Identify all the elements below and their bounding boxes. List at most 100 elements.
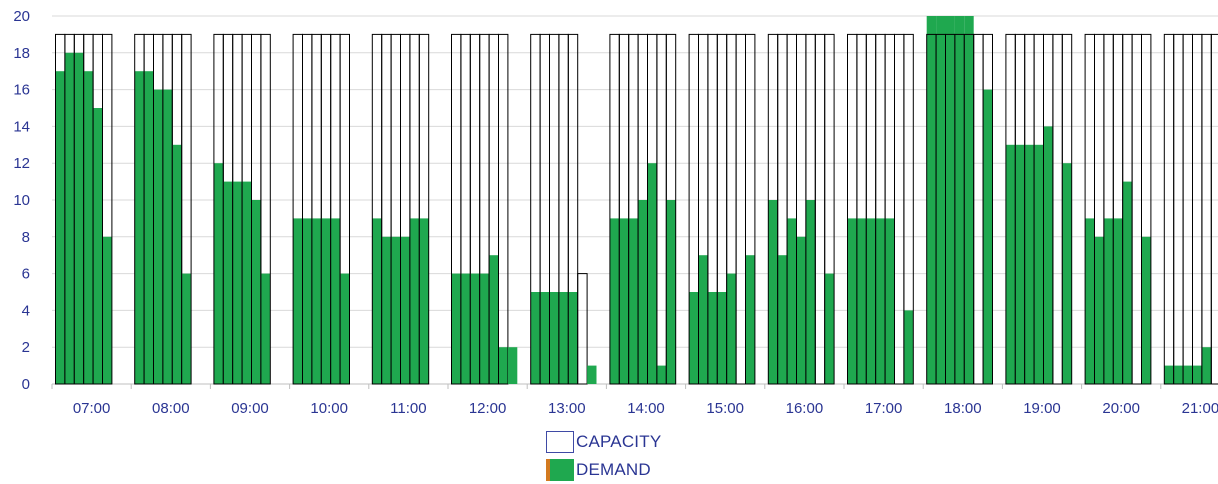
demand-bar bbox=[1123, 182, 1132, 384]
y-tick-label: 0 bbox=[22, 376, 30, 393]
capacity-bar bbox=[1053, 34, 1062, 384]
demand-bar bbox=[857, 218, 866, 384]
x-tick-label: 20:00 bbox=[1102, 400, 1140, 417]
legend-item-capacity: CAPACITY bbox=[546, 428, 661, 456]
y-tick-label: 2 bbox=[22, 339, 30, 356]
demand-bar bbox=[172, 145, 181, 384]
capacity-swatch bbox=[546, 431, 574, 453]
demand-bar bbox=[452, 274, 461, 384]
demand-bar bbox=[84, 71, 93, 384]
demand-bar bbox=[321, 218, 330, 384]
demand-bar bbox=[182, 274, 191, 384]
demand-bar bbox=[699, 255, 708, 384]
y-tick-label: 6 bbox=[22, 266, 30, 283]
legend-label-demand: DEMAND bbox=[576, 460, 651, 480]
demand-bar bbox=[401, 237, 410, 384]
x-tick-label: 21:00 bbox=[1182, 400, 1218, 417]
demand-bar bbox=[312, 218, 321, 384]
demand-bar bbox=[461, 274, 470, 384]
demand-bar bbox=[499, 347, 508, 384]
y-tick-label: 4 bbox=[22, 302, 30, 319]
capacity-bar bbox=[1132, 34, 1141, 384]
capacity-bar bbox=[499, 34, 508, 384]
demand-bar bbox=[657, 366, 666, 384]
demand-bar bbox=[419, 218, 428, 384]
capacity-bar bbox=[1202, 34, 1211, 384]
demand-bar bbox=[787, 218, 796, 384]
demand-bar bbox=[825, 274, 834, 384]
capacity-bar bbox=[1193, 34, 1202, 384]
demand-bar bbox=[1183, 366, 1192, 384]
demand-bar bbox=[848, 218, 857, 384]
x-tick-label: 08:00 bbox=[152, 400, 190, 417]
demand-bar bbox=[587, 366, 596, 384]
demand-bar bbox=[303, 218, 312, 384]
demand-bar bbox=[955, 16, 964, 384]
demand-bar bbox=[1142, 237, 1151, 384]
demand-bar bbox=[746, 255, 755, 384]
demand-bar bbox=[1025, 145, 1034, 384]
y-tick-label: 16 bbox=[13, 82, 30, 99]
demand-bar bbox=[242, 182, 251, 384]
demand-bar bbox=[382, 237, 391, 384]
demand-bar bbox=[904, 310, 913, 384]
demand-swatch bbox=[546, 459, 574, 481]
demand-bar bbox=[1202, 347, 1211, 384]
demand-bar bbox=[1062, 163, 1071, 384]
demand-bar bbox=[610, 218, 619, 384]
demand-bar bbox=[1085, 218, 1094, 384]
x-tick-label: 19:00 bbox=[1023, 400, 1061, 417]
capacity-bar bbox=[974, 34, 983, 384]
demand-bar bbox=[489, 255, 498, 384]
x-tick-label: 09:00 bbox=[231, 400, 269, 417]
demand-bar bbox=[1104, 218, 1113, 384]
demand-bar bbox=[708, 292, 717, 384]
demand-bar bbox=[806, 200, 815, 384]
demand-bar bbox=[223, 182, 232, 384]
demand-bar bbox=[531, 292, 540, 384]
x-tick-label: 11:00 bbox=[390, 400, 426, 417]
x-tick-label: 13:00 bbox=[548, 400, 586, 417]
demand-bar bbox=[135, 71, 144, 384]
capacity-bar bbox=[578, 274, 587, 384]
demand-bar bbox=[1193, 366, 1202, 384]
demand-bar bbox=[876, 218, 885, 384]
demand-bar bbox=[372, 218, 381, 384]
x-tick-label: 12:00 bbox=[469, 400, 507, 417]
demand-bar bbox=[559, 292, 568, 384]
legend-label-capacity: CAPACITY bbox=[576, 432, 661, 452]
demand-bar bbox=[717, 292, 726, 384]
demand-bar bbox=[1164, 366, 1173, 384]
demand-bar bbox=[983, 90, 992, 384]
y-tick-label: 12 bbox=[13, 155, 30, 172]
demand-bar bbox=[727, 274, 736, 384]
demand-bar bbox=[470, 274, 479, 384]
demand-bar bbox=[629, 218, 638, 384]
demand-bar bbox=[103, 237, 112, 384]
demand-bar bbox=[568, 292, 577, 384]
demand-bar bbox=[56, 71, 65, 384]
demand-bar bbox=[214, 163, 223, 384]
demand-bar bbox=[508, 347, 517, 384]
demand-bar bbox=[1034, 145, 1043, 384]
y-tick-label: 14 bbox=[13, 118, 30, 135]
capacity-bar bbox=[1183, 34, 1192, 384]
x-tick-label: 18:00 bbox=[944, 400, 982, 417]
demand-bar bbox=[1044, 126, 1053, 384]
y-tick-label: 10 bbox=[13, 192, 30, 209]
legend: CAPACITY DEMAND bbox=[546, 428, 661, 484]
x-tick-label: 17:00 bbox=[865, 400, 903, 417]
demand-bar bbox=[410, 218, 419, 384]
demand-bar bbox=[666, 200, 675, 384]
y-tick-label: 18 bbox=[13, 45, 30, 62]
demand-bar bbox=[866, 218, 875, 384]
demand-bar bbox=[480, 274, 489, 384]
demand-bar bbox=[550, 292, 559, 384]
capacity-bar bbox=[815, 34, 824, 384]
demand-bar bbox=[261, 274, 270, 384]
x-tick-label: 15:00 bbox=[706, 400, 744, 417]
demand-bar bbox=[144, 71, 153, 384]
